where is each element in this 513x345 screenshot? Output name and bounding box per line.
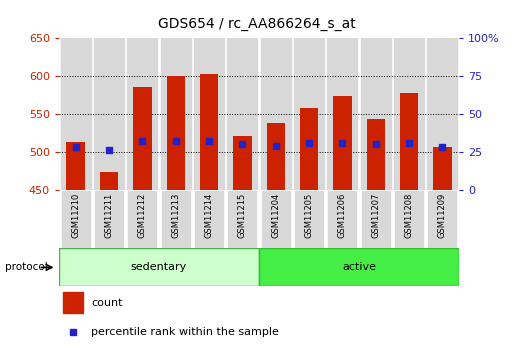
Bar bbox=[161, 38, 191, 190]
Text: percentile rank within the sample: percentile rank within the sample bbox=[91, 327, 279, 337]
Bar bbox=[361, 190, 391, 248]
Bar bbox=[227, 38, 258, 190]
Bar bbox=[61, 190, 91, 248]
Bar bbox=[261, 38, 291, 190]
Text: GSM11215: GSM11215 bbox=[238, 193, 247, 238]
Text: GDS654 / rc_AA866264_s_at: GDS654 / rc_AA866264_s_at bbox=[157, 17, 356, 31]
Text: GSM11209: GSM11209 bbox=[438, 193, 447, 238]
Bar bbox=[233, 136, 251, 190]
Text: GSM11204: GSM11204 bbox=[271, 193, 280, 238]
Bar bbox=[94, 38, 124, 190]
Bar bbox=[127, 190, 157, 248]
Bar bbox=[400, 92, 418, 190]
Bar bbox=[161, 190, 191, 248]
Bar bbox=[367, 119, 385, 190]
Bar bbox=[59, 248, 259, 286]
Bar bbox=[267, 123, 285, 190]
Text: GSM11206: GSM11206 bbox=[338, 193, 347, 238]
Bar bbox=[63, 292, 83, 313]
Text: GSM11210: GSM11210 bbox=[71, 193, 80, 238]
Bar bbox=[167, 76, 185, 190]
Bar bbox=[427, 190, 458, 248]
Text: active: active bbox=[342, 263, 376, 272]
Bar bbox=[294, 38, 324, 190]
Bar bbox=[259, 248, 459, 286]
Bar bbox=[361, 38, 391, 190]
Text: sedentary: sedentary bbox=[131, 263, 187, 272]
Bar bbox=[61, 38, 91, 190]
Bar bbox=[327, 190, 358, 248]
Text: GSM11205: GSM11205 bbox=[305, 193, 313, 238]
Text: protocol: protocol bbox=[5, 263, 48, 272]
Bar bbox=[127, 38, 157, 190]
Bar bbox=[427, 38, 458, 190]
Text: GSM11212: GSM11212 bbox=[138, 193, 147, 238]
Bar bbox=[294, 190, 324, 248]
Bar bbox=[194, 38, 224, 190]
Bar bbox=[333, 96, 351, 190]
Bar bbox=[227, 190, 258, 248]
Bar bbox=[67, 142, 85, 190]
Bar bbox=[394, 190, 424, 248]
Text: GSM11208: GSM11208 bbox=[405, 193, 413, 238]
Bar bbox=[133, 87, 151, 190]
Bar bbox=[394, 38, 424, 190]
Text: GSM11214: GSM11214 bbox=[205, 193, 213, 238]
Bar bbox=[200, 73, 218, 190]
Bar bbox=[300, 108, 318, 190]
Text: GSM11213: GSM11213 bbox=[171, 193, 180, 238]
Bar bbox=[94, 190, 124, 248]
Bar bbox=[261, 190, 291, 248]
Bar bbox=[194, 190, 224, 248]
Text: count: count bbox=[91, 298, 123, 308]
Text: GSM11207: GSM11207 bbox=[371, 193, 380, 238]
Bar bbox=[100, 171, 118, 190]
Text: GSM11211: GSM11211 bbox=[105, 193, 113, 238]
Bar bbox=[327, 38, 358, 190]
Bar bbox=[433, 147, 451, 190]
